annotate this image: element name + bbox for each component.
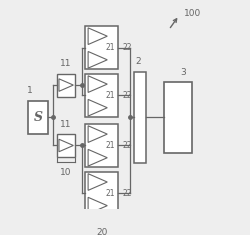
- FancyBboxPatch shape: [164, 82, 192, 153]
- Text: 20: 20: [96, 228, 107, 235]
- Text: 21: 21: [106, 141, 115, 150]
- Text: 2: 2: [136, 57, 141, 66]
- Text: 10: 10: [60, 168, 72, 177]
- FancyBboxPatch shape: [134, 71, 146, 163]
- Text: S: S: [34, 111, 42, 124]
- Text: 100: 100: [184, 9, 202, 18]
- Text: 3: 3: [180, 68, 186, 77]
- FancyBboxPatch shape: [86, 74, 118, 117]
- FancyBboxPatch shape: [86, 26, 118, 69]
- Text: 21: 21: [106, 189, 115, 198]
- Text: 22: 22: [123, 189, 132, 198]
- FancyBboxPatch shape: [86, 124, 118, 167]
- Text: 11: 11: [60, 59, 72, 68]
- Text: 1: 1: [27, 86, 33, 95]
- FancyBboxPatch shape: [28, 101, 48, 134]
- Text: 21: 21: [106, 43, 115, 52]
- Text: 11: 11: [60, 120, 72, 129]
- Text: 22: 22: [123, 43, 132, 52]
- FancyBboxPatch shape: [57, 134, 75, 157]
- Text: 22: 22: [123, 91, 132, 100]
- Text: 21: 21: [106, 91, 115, 100]
- FancyBboxPatch shape: [57, 74, 75, 97]
- FancyBboxPatch shape: [86, 172, 118, 215]
- Text: 22: 22: [123, 141, 132, 150]
